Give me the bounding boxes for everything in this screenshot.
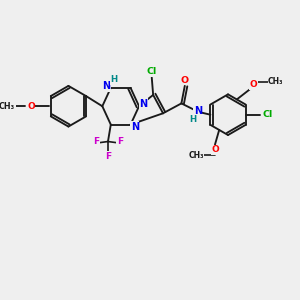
Text: Cl: Cl	[147, 67, 157, 76]
Text: O: O	[211, 145, 219, 154]
Text: CH₃: CH₃	[188, 151, 204, 160]
Text: N: N	[194, 106, 202, 116]
Text: CH₃: CH₃	[0, 102, 15, 111]
Text: F: F	[117, 137, 123, 146]
Text: O: O	[181, 76, 189, 85]
Text: F: F	[105, 152, 111, 161]
Text: H: H	[190, 115, 197, 124]
Text: N: N	[103, 82, 111, 92]
Text: O: O	[27, 102, 35, 111]
Text: F: F	[93, 137, 99, 146]
Text: Cl: Cl	[262, 110, 273, 119]
Text: O: O	[250, 80, 258, 89]
Text: CH₃: CH₃	[268, 77, 283, 86]
Text: H: H	[111, 76, 118, 85]
Text: N: N	[139, 99, 147, 109]
Text: N: N	[131, 122, 139, 132]
